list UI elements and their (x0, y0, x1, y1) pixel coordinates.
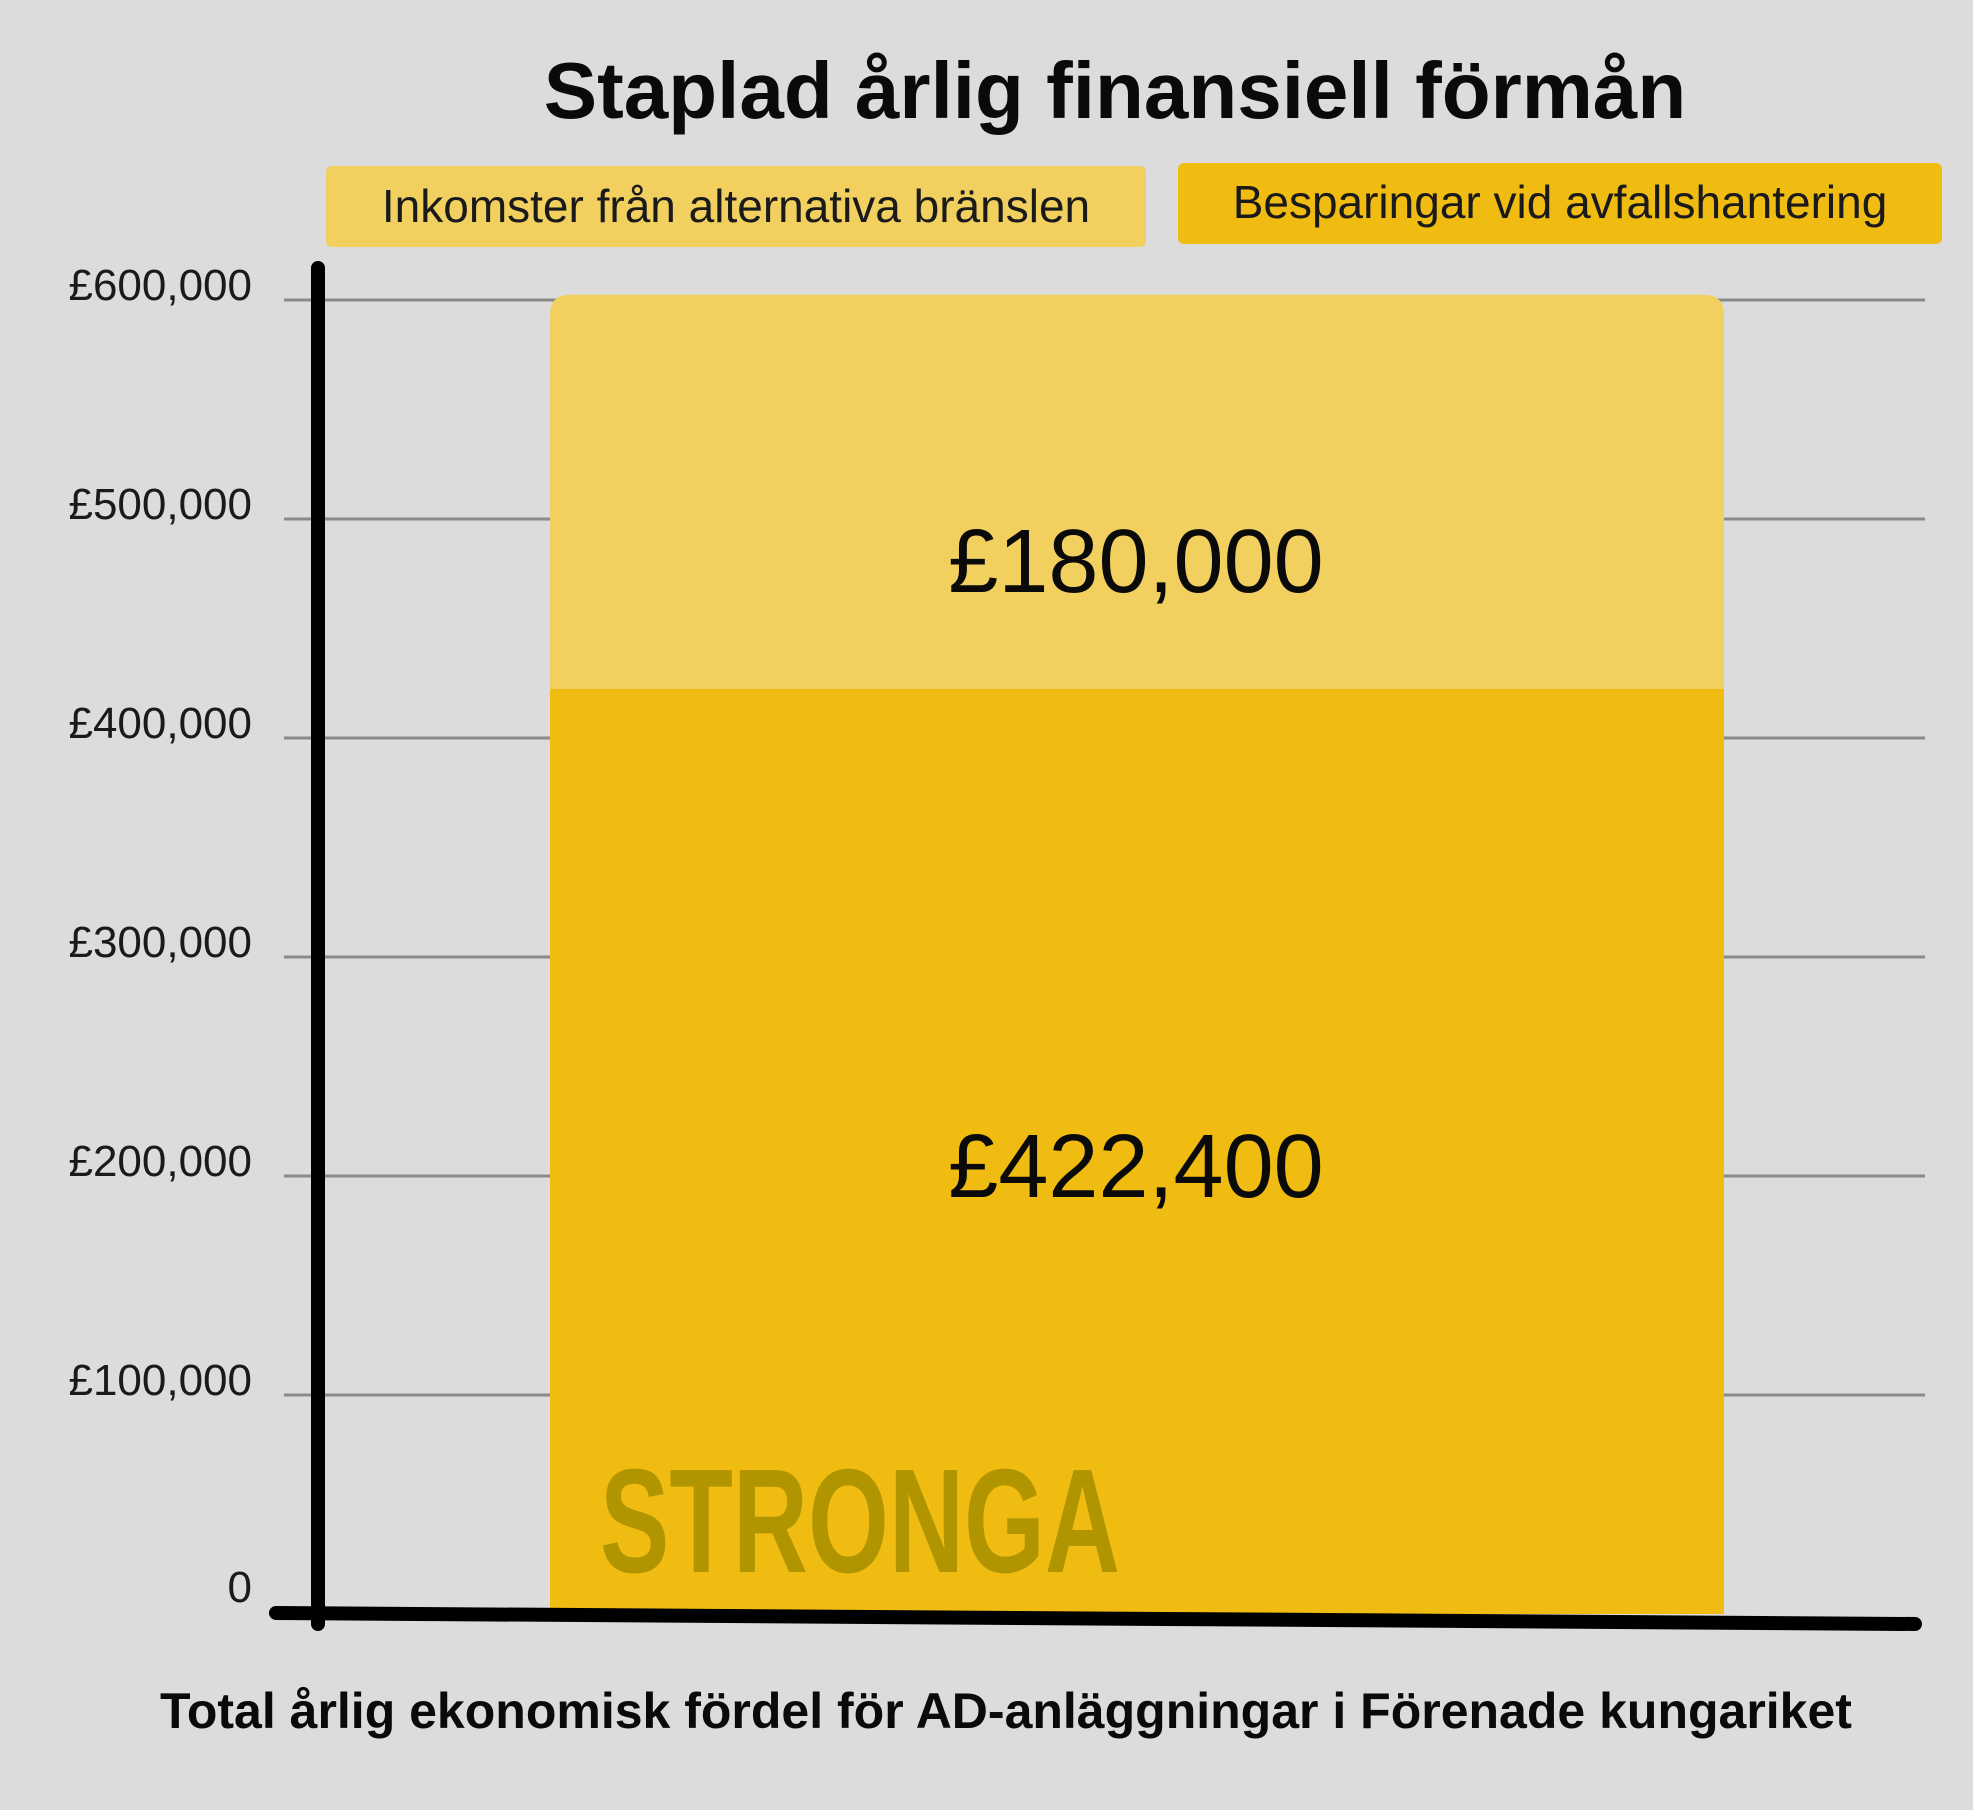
y-tick-label: £400,000 (68, 699, 252, 748)
chart-title: Staplad årlig finansiell förmån (544, 46, 1686, 135)
bar-segment-alternative-fuels (550, 294, 1724, 689)
legend-swatch-alternative-fuels (326, 166, 1146, 247)
x-axis-line (269, 1606, 1922, 1631)
y-tick-label: £300,000 (68, 918, 252, 967)
data-label: £422,400 (948, 1117, 1323, 1217)
legend-label-waste-savings: Besparingar vid avfallshantering (1233, 176, 1888, 228)
y-axis-tick-labels: 0 £100,000 £200,000 £300,000 £400,000 £500,00… (68, 261, 252, 1612)
legend: Inkomster från alternativa bränslen Besp… (326, 163, 1942, 247)
legend-label-alternative-fuels: Inkomster från alternativa bränslen (382, 180, 1090, 232)
bars: £422,400 £180,000 STRONGA (550, 294, 1724, 1614)
data-label: £180,000 (948, 512, 1323, 612)
legend-swatch-waste-savings (1178, 163, 1942, 244)
y-tick-label: £200,000 (68, 1137, 252, 1186)
bar-segment-waste-savings (550, 688, 1724, 1614)
y-tick-label: £500,000 (68, 480, 252, 529)
y-tick-label: £100,000 (68, 1356, 252, 1405)
watermark-logo: STRONGA (600, 1439, 1120, 1604)
y-tick-label: 0 (228, 1563, 252, 1612)
x-axis-label: Total årlig ekonomisk fördel för AD-anlä… (160, 1683, 1852, 1739)
y-tick-label: £600,000 (68, 261, 252, 310)
